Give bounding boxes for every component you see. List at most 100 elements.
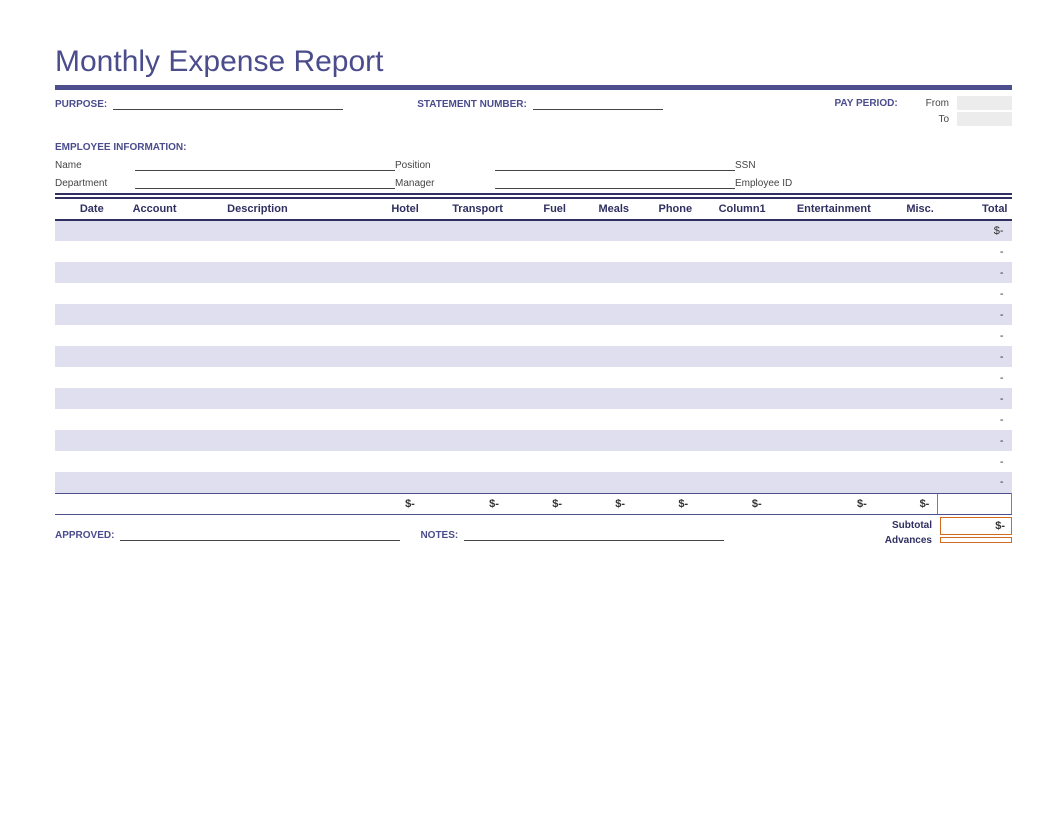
cell[interactable] bbox=[423, 283, 507, 304]
cell[interactable]: - bbox=[938, 367, 1012, 388]
cell[interactable] bbox=[633, 367, 696, 388]
table-row[interactable]: $- bbox=[55, 220, 1012, 241]
cell[interactable] bbox=[570, 304, 633, 325]
cell[interactable] bbox=[55, 367, 129, 388]
cell[interactable] bbox=[507, 283, 570, 304]
cell[interactable] bbox=[770, 388, 875, 409]
cell[interactable] bbox=[349, 430, 423, 451]
cell[interactable] bbox=[696, 388, 770, 409]
cell[interactable] bbox=[507, 220, 570, 241]
cell[interactable]: - bbox=[938, 430, 1012, 451]
cell[interactable] bbox=[770, 430, 875, 451]
cell[interactable] bbox=[633, 283, 696, 304]
cell[interactable] bbox=[423, 472, 507, 493]
cell[interactable] bbox=[55, 409, 129, 430]
cell[interactable] bbox=[633, 325, 696, 346]
cell[interactable] bbox=[696, 220, 770, 241]
position-input[interactable] bbox=[495, 157, 735, 171]
cell[interactable]: - bbox=[938, 262, 1012, 283]
name-input[interactable] bbox=[135, 157, 395, 171]
table-row[interactable]: - bbox=[55, 388, 1012, 409]
cell[interactable] bbox=[875, 241, 938, 262]
cell[interactable] bbox=[570, 409, 633, 430]
cell[interactable] bbox=[349, 388, 423, 409]
cell[interactable] bbox=[696, 472, 770, 493]
cell[interactable] bbox=[633, 304, 696, 325]
table-row[interactable]: - bbox=[55, 241, 1012, 262]
table-row[interactable]: - bbox=[55, 430, 1012, 451]
cell[interactable] bbox=[633, 388, 696, 409]
cell[interactable] bbox=[129, 220, 224, 241]
cell[interactable] bbox=[223, 220, 349, 241]
table-row[interactable]: - bbox=[55, 304, 1012, 325]
statement-input[interactable] bbox=[533, 96, 663, 110]
cell[interactable] bbox=[770, 346, 875, 367]
cell[interactable] bbox=[770, 262, 875, 283]
cell[interactable] bbox=[423, 220, 507, 241]
table-row[interactable]: - bbox=[55, 472, 1012, 493]
cell[interactable] bbox=[55, 430, 129, 451]
cell[interactable] bbox=[570, 346, 633, 367]
cell[interactable]: - bbox=[938, 241, 1012, 262]
cell[interactable] bbox=[55, 472, 129, 493]
table-row[interactable]: - bbox=[55, 409, 1012, 430]
cell[interactable] bbox=[696, 367, 770, 388]
cell[interactable] bbox=[223, 367, 349, 388]
cell[interactable]: $- bbox=[938, 220, 1012, 241]
cell[interactable] bbox=[349, 409, 423, 430]
cell[interactable]: - bbox=[938, 304, 1012, 325]
cell[interactable] bbox=[770, 325, 875, 346]
cell[interactable] bbox=[770, 409, 875, 430]
cell[interactable] bbox=[770, 283, 875, 304]
cell[interactable] bbox=[129, 241, 224, 262]
cell[interactable] bbox=[875, 367, 938, 388]
cell[interactable] bbox=[696, 241, 770, 262]
cell[interactable] bbox=[633, 472, 696, 493]
cell[interactable] bbox=[570, 472, 633, 493]
cell[interactable] bbox=[507, 262, 570, 283]
cell[interactable] bbox=[129, 409, 224, 430]
cell[interactable] bbox=[570, 367, 633, 388]
cell[interactable] bbox=[570, 262, 633, 283]
cell[interactable] bbox=[633, 220, 696, 241]
cell[interactable] bbox=[770, 451, 875, 472]
cell[interactable] bbox=[55, 241, 129, 262]
cell[interactable] bbox=[129, 367, 224, 388]
cell[interactable] bbox=[129, 451, 224, 472]
cell[interactable] bbox=[696, 304, 770, 325]
cell[interactable] bbox=[349, 304, 423, 325]
cell[interactable] bbox=[349, 346, 423, 367]
cell[interactable] bbox=[129, 262, 224, 283]
cell[interactable] bbox=[223, 283, 349, 304]
cell[interactable] bbox=[875, 346, 938, 367]
cell[interactable] bbox=[55, 262, 129, 283]
table-row[interactable]: - bbox=[55, 325, 1012, 346]
cell[interactable] bbox=[770, 472, 875, 493]
cell[interactable] bbox=[55, 325, 129, 346]
cell[interactable] bbox=[696, 409, 770, 430]
cell[interactable] bbox=[55, 388, 129, 409]
cell[interactable] bbox=[507, 388, 570, 409]
cell[interactable] bbox=[223, 325, 349, 346]
cell[interactable] bbox=[55, 283, 129, 304]
cell[interactable] bbox=[633, 262, 696, 283]
cell[interactable] bbox=[223, 262, 349, 283]
from-input[interactable] bbox=[957, 96, 1012, 110]
cell[interactable] bbox=[423, 388, 507, 409]
cell[interactable] bbox=[507, 346, 570, 367]
cell[interactable] bbox=[696, 430, 770, 451]
cell[interactable] bbox=[129, 325, 224, 346]
cell[interactable] bbox=[423, 367, 507, 388]
cell[interactable]: - bbox=[938, 409, 1012, 430]
cell[interactable] bbox=[223, 346, 349, 367]
cell[interactable] bbox=[696, 346, 770, 367]
table-row[interactable]: - bbox=[55, 262, 1012, 283]
cell[interactable] bbox=[129, 346, 224, 367]
cell[interactable] bbox=[223, 451, 349, 472]
cell[interactable] bbox=[875, 472, 938, 493]
cell[interactable] bbox=[507, 409, 570, 430]
cell[interactable] bbox=[423, 346, 507, 367]
cell[interactable]: - bbox=[938, 451, 1012, 472]
cell[interactable] bbox=[875, 304, 938, 325]
cell[interactable] bbox=[223, 409, 349, 430]
